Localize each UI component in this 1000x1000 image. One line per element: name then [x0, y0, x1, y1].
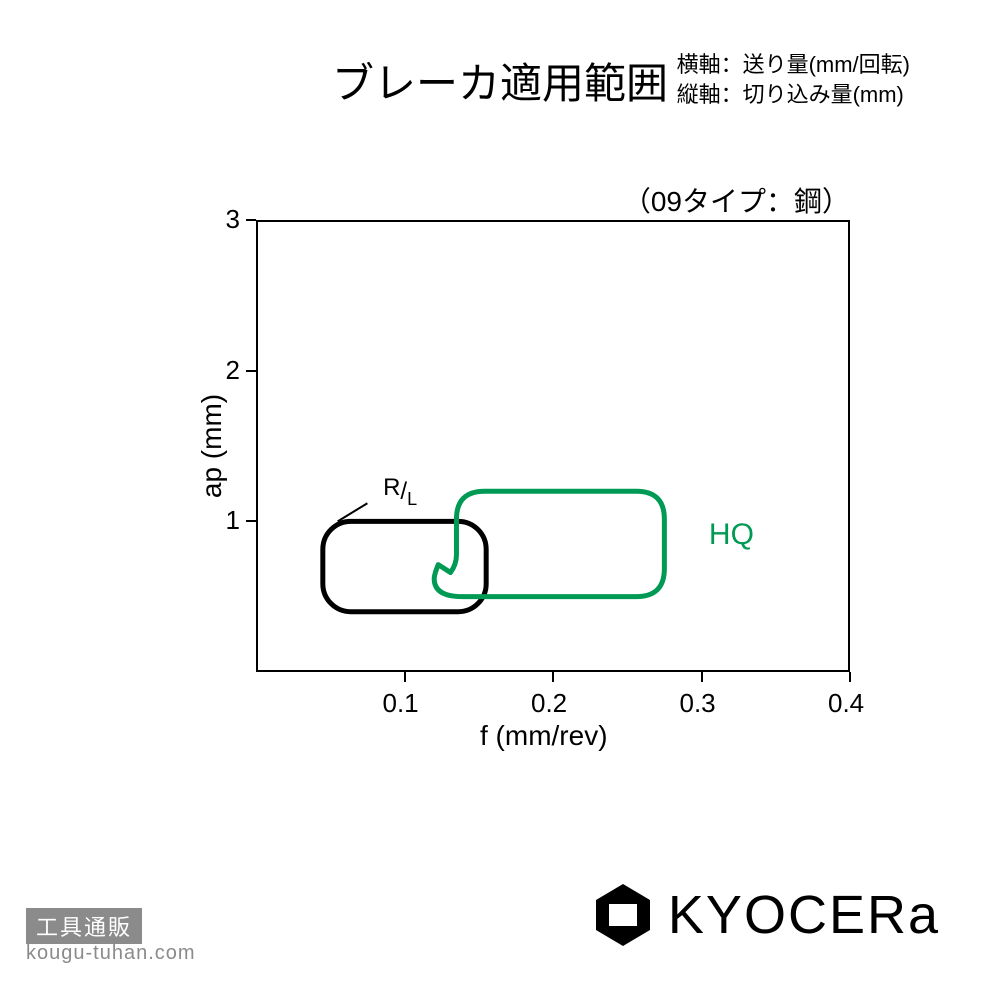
y-axis-label: ap (mm) [196, 394, 228, 498]
x-tick-label: 0.4 [828, 688, 864, 719]
x-tick-label: 0.1 [383, 688, 419, 719]
kyocera-logo-text: KYOCERa [668, 884, 940, 946]
kyocera-logo-icon [588, 880, 658, 950]
region-label-hq: HQ [709, 518, 754, 552]
y-tick [246, 520, 256, 522]
watermark-box: 工具通販 [26, 908, 142, 944]
x-tick [552, 672, 554, 682]
x-tick [849, 672, 851, 682]
y-tick-label: 2 [226, 355, 240, 386]
x-tick [404, 672, 406, 682]
region-rl-leader [338, 503, 368, 521]
region-label-rl: R/L [383, 478, 417, 506]
chart-svg [0, 0, 1000, 1000]
y-tick-label: 3 [226, 204, 240, 235]
page: ブレーカ適用範囲 横軸：送り量(mm/回転) 縦軸：切り込み量(mm) （09タ… [0, 0, 1000, 1000]
x-axis-label: f (mm/rev) [480, 720, 608, 752]
x-tick-label: 0.2 [531, 688, 567, 719]
y-tick [246, 370, 256, 372]
watermark-url: kougu-tuhan.com [26, 942, 196, 965]
x-tick-label: 0.3 [680, 688, 716, 719]
kyocera-logo: KYOCERa [588, 880, 940, 950]
y-tick-label: 1 [226, 505, 240, 536]
rl-L: L [407, 489, 417, 509]
x-tick [701, 672, 703, 682]
region-hq [434, 491, 664, 596]
y-tick [246, 219, 256, 221]
rl-R: R [383, 474, 400, 501]
